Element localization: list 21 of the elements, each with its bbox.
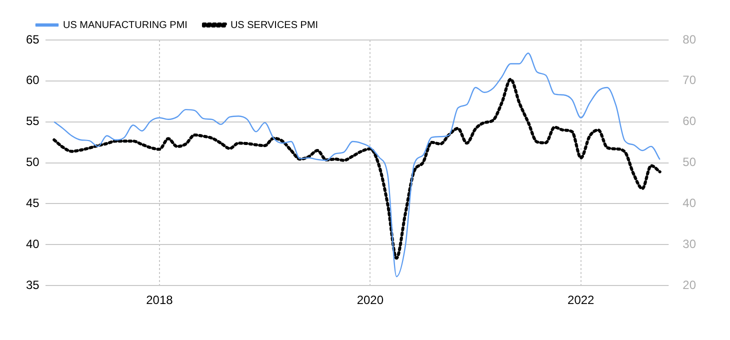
y2-tick-label: 60 [682, 114, 696, 128]
x-tick-label: 2018 [146, 293, 174, 308]
y2-tick-label: 70 [682, 73, 696, 88]
y2-tick-label: 40 [682, 196, 696, 210]
y-tick-label: 45 [26, 196, 40, 210]
y-tick-label: 55 [26, 114, 40, 128]
y-tick-label: 40 [26, 236, 40, 251]
legend-label: US SERVICES PMI [230, 20, 318, 31]
y2-tick-label: 50 [682, 155, 696, 170]
y2-tick-label: 30 [682, 236, 696, 251]
legend-label: US MANUFACTURING PMI [63, 20, 188, 31]
y-tick-label: 60 [26, 73, 40, 88]
y2-tick-label: 80 [682, 32, 696, 46]
x-tick-label: 2020 [356, 293, 384, 308]
x-tick-label: 2022 [568, 293, 595, 308]
line-series [52, 78, 662, 260]
y-tick-label: 50 [26, 155, 40, 170]
y-tick-label: 35 [26, 278, 40, 292]
y-tick-label: 65 [26, 32, 40, 46]
y2-tick-label: 20 [682, 278, 696, 292]
line-series [54, 52, 660, 278]
